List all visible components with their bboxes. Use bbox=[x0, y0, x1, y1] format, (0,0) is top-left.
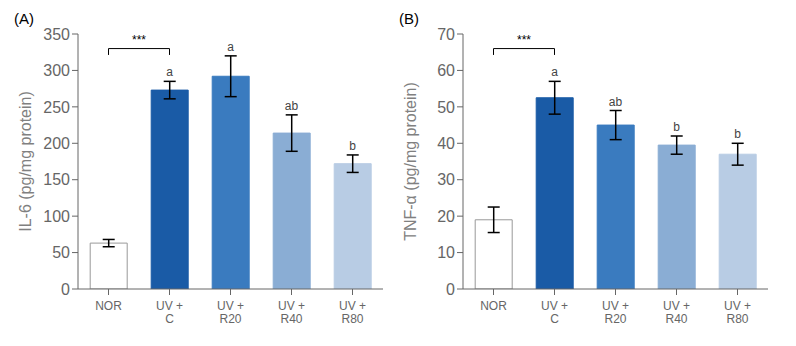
svg-text:a: a bbox=[166, 65, 173, 79]
svg-text:TNF-α (pg/mg protein): TNF-α (pg/mg protein) bbox=[402, 82, 419, 241]
svg-text:UV +R20: UV +R20 bbox=[217, 299, 244, 327]
svg-text:ab: ab bbox=[285, 99, 299, 113]
svg-text:UV +C: UV +C bbox=[156, 299, 183, 327]
svg-text:250: 250 bbox=[43, 99, 70, 116]
svg-text:UV +R40: UV +R40 bbox=[278, 299, 305, 327]
svg-text:10: 10 bbox=[437, 244, 455, 261]
svg-text:50: 50 bbox=[52, 244, 70, 261]
svg-text:30: 30 bbox=[437, 171, 455, 188]
svg-text:0: 0 bbox=[446, 281, 455, 298]
svg-text:IL-6 (pg/mg protein): IL-6 (pg/mg protein) bbox=[17, 91, 34, 232]
svg-text:UV +R80: UV +R80 bbox=[339, 299, 366, 327]
svg-text:300: 300 bbox=[43, 62, 70, 79]
svg-text:0: 0 bbox=[61, 281, 70, 298]
svg-text:NOR: NOR bbox=[95, 299, 122, 313]
svg-text:60: 60 bbox=[437, 62, 455, 79]
svg-text:350: 350 bbox=[43, 26, 70, 43]
svg-text:70: 70 bbox=[437, 26, 455, 43]
svg-text:a: a bbox=[551, 65, 558, 79]
svg-text:NOR: NOR bbox=[480, 299, 507, 313]
svg-text:150: 150 bbox=[43, 171, 70, 188]
svg-text:UV +R80: UV +R80 bbox=[724, 299, 751, 327]
html-text:(B): (B) bbox=[399, 10, 419, 27]
svg-text:UV +R20: UV +R20 bbox=[602, 299, 629, 327]
svg-text:***: *** bbox=[132, 33, 146, 47]
svg-text:UV +R40: UV +R40 bbox=[663, 299, 690, 327]
svg-text:b: b bbox=[734, 127, 741, 141]
svg-text:200: 200 bbox=[43, 135, 70, 152]
svg-text:***: *** bbox=[517, 33, 531, 47]
svg-text:40: 40 bbox=[437, 135, 455, 152]
svg-text:ab: ab bbox=[609, 95, 623, 109]
svg-text:UV +C: UV +C bbox=[541, 299, 568, 327]
svg-text:20: 20 bbox=[437, 208, 455, 225]
svg-text:50: 50 bbox=[437, 99, 455, 116]
svg-text:b: b bbox=[673, 120, 680, 134]
svg-text:100: 100 bbox=[43, 208, 70, 225]
svg-text:a: a bbox=[227, 40, 234, 54]
svg-text:b: b bbox=[349, 139, 356, 153]
html-text:(A): (A) bbox=[14, 10, 34, 27]
